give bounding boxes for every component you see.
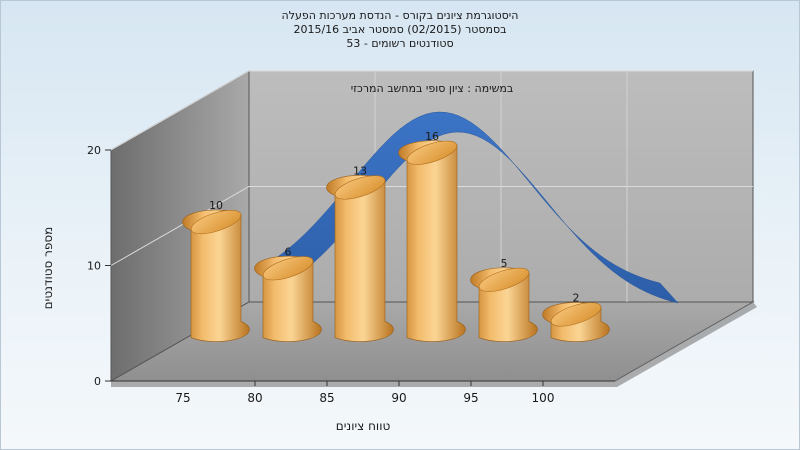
bar [326, 175, 394, 342]
chart-title-line-1: היסטוגרמת ציונים בקורס - הנדסת מערכות הפ… [281, 9, 519, 22]
bar-value-label: 13 [353, 164, 367, 177]
bar-top [334, 175, 386, 200]
gridline [110, 186, 753, 266]
bar-top [190, 210, 242, 235]
x-tick-label: 100 [532, 391, 555, 405]
chart-title-line-3: סטודנטים רשומים - 53 [346, 37, 454, 50]
y-tick-label: 20 [87, 144, 101, 157]
bar-top [406, 140, 458, 165]
x-tick-label: 85 [319, 391, 334, 405]
bar [398, 140, 466, 342]
bar [542, 302, 610, 342]
grid-layer [110, 70, 753, 302]
chart-title-line-2: בסמסטר (02/2015) סמסטר אביב 2015/16 [293, 23, 507, 36]
chart-subtitle: במשימה : ציון סופי במחשב המרכזי [351, 82, 514, 95]
bar-top [478, 267, 530, 292]
y-tick-label: 0 [94, 375, 101, 388]
x-tick-label: 75 [175, 391, 190, 405]
x-tick-label: 90 [391, 391, 406, 405]
bar [254, 255, 322, 342]
bar-value-label: 16 [425, 130, 439, 143]
gridline [110, 70, 753, 151]
bar-value-label: 10 [209, 199, 223, 212]
bar-value-label: 6 [285, 245, 292, 258]
bar-top [262, 256, 314, 281]
data-labels-layer: 10 6 13 16 5 2 [209, 130, 580, 305]
y-tick-label: 10 [87, 260, 101, 273]
x-axis-title: טווח ציונים [336, 419, 391, 433]
bars-layer [182, 140, 610, 342]
bar-value-label: 5 [501, 257, 508, 270]
bar [182, 209, 250, 342]
x-axis-ticks: 75 80 85 90 95 100 [111, 380, 615, 405]
bar-body [326, 175, 394, 342]
bar-body [398, 140, 466, 342]
x-tick-label: 95 [463, 391, 478, 405]
bar [470, 267, 538, 342]
bar-top [550, 302, 602, 327]
x-tick-label: 80 [247, 391, 262, 405]
bar-value-label: 2 [573, 291, 580, 304]
y-axis-title: מספר סטודנטים [41, 227, 55, 310]
y-axis-ticks: 0 10 20 [87, 144, 111, 388]
